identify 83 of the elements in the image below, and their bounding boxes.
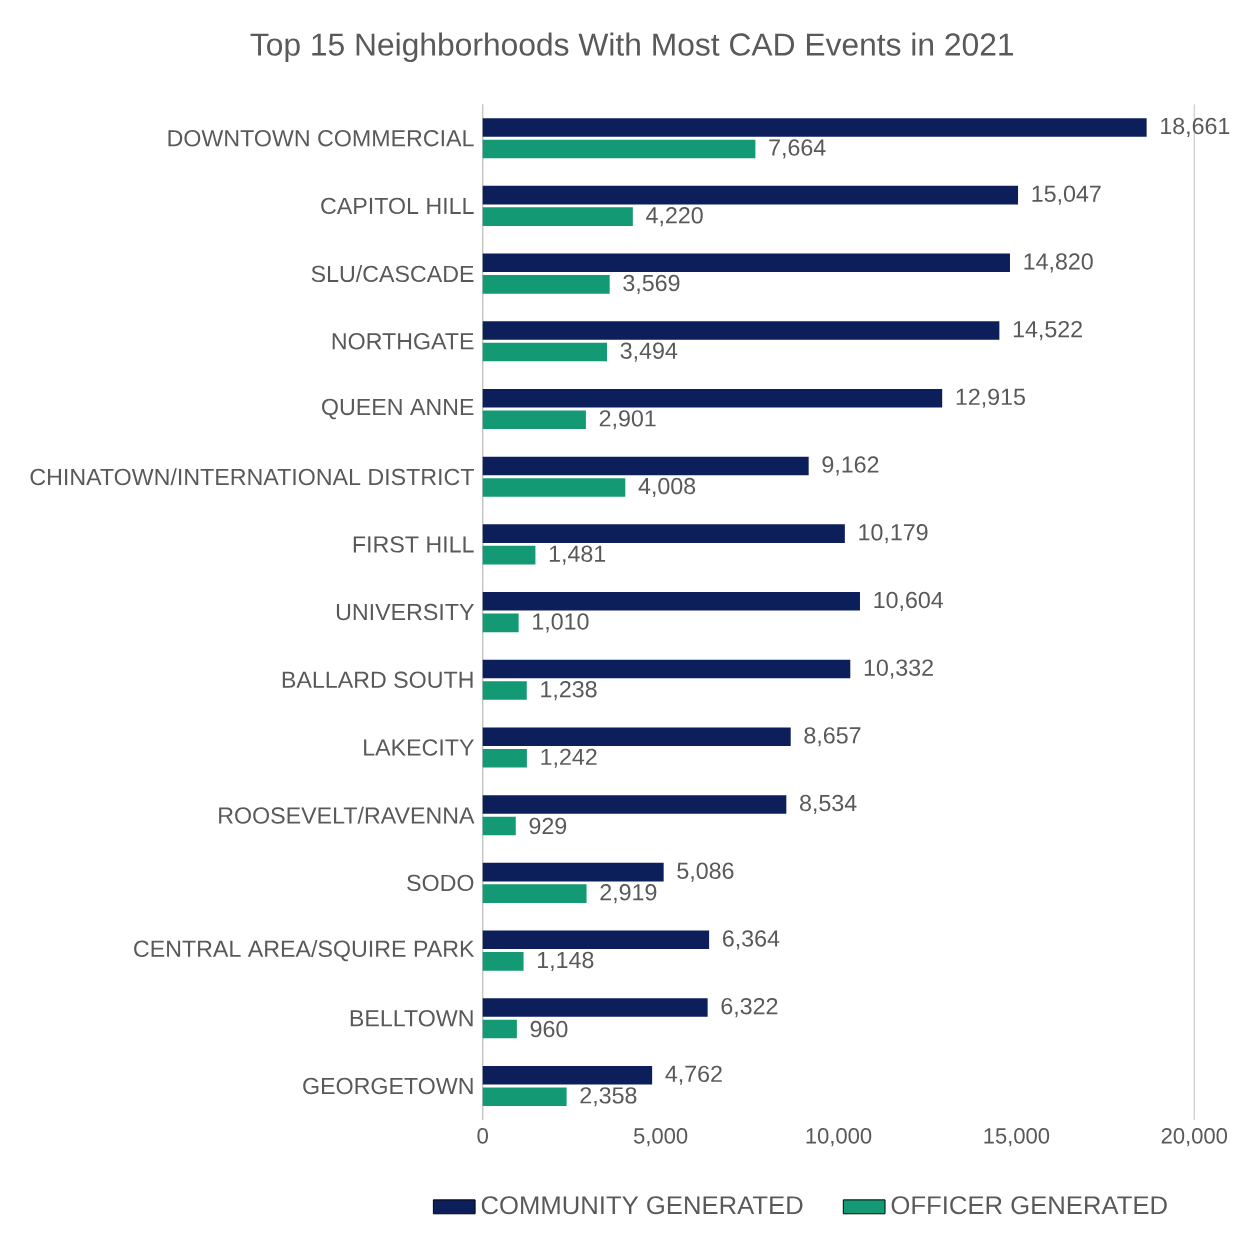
- y-tick-label: DOWNTOWN COMMERCIAL: [168, 130, 474, 147]
- data-label: 6,322: [721, 998, 778, 1018]
- x-tick-label: 20,000: [1161, 1128, 1228, 1147]
- data-label: 4,008: [638, 478, 696, 498]
- bar: [482, 478, 626, 497]
- bar: [482, 1019, 517, 1039]
- bar: [482, 681, 527, 701]
- data-label: 14,820: [1024, 253, 1093, 273]
- bar: [482, 275, 610, 294]
- data-label: 15,047: [1032, 185, 1101, 205]
- y-tick-label: FIRST HILL: [353, 536, 474, 553]
- data-label: 14,522: [1013, 321, 1082, 341]
- data-label: 1,238: [541, 681, 597, 701]
- bar: [482, 863, 664, 882]
- data-label: 10,179: [859, 524, 928, 544]
- data-label: 8,657: [804, 727, 861, 747]
- bar: [482, 613, 519, 633]
- bar: [482, 321, 1000, 341]
- data-label: 1,148: [538, 951, 594, 972]
- y-tick-label: SODO: [407, 874, 474, 892]
- bar: [482, 546, 536, 565]
- bar: [482, 456, 809, 476]
- data-label: 3,569: [623, 274, 680, 295]
- x-tick-label: 10,000: [806, 1128, 872, 1147]
- bar: [482, 389, 943, 408]
- bar: [482, 207, 633, 227]
- bar: [482, 118, 1147, 137]
- data-label: 3,494: [620, 342, 678, 362]
- data-label: 10,604: [874, 591, 944, 612]
- bar: [482, 342, 608, 362]
- y-tick-label: UNIVERSITY: [336, 604, 474, 621]
- data-label: 1,242: [541, 748, 597, 769]
- bar: [482, 816, 516, 836]
- chart-title: Top 15 Neighborhoods With Most CAD Events in 2021: [250, 32, 1014, 63]
- data-label: 1,010: [533, 613, 589, 633]
- legend-label: OFFICER GENERATED: [891, 1196, 1167, 1215]
- x-tick-label: 0: [477, 1128, 488, 1144]
- bar: [482, 592, 860, 611]
- data-label: 10,332: [864, 659, 933, 679]
- data-label: 4,762: [665, 1065, 722, 1086]
- bar: [482, 998, 708, 1018]
- data-label: 929: [529, 817, 567, 835]
- bar: [482, 749, 527, 768]
- y-tick-label: BALLARD SOUTH: [282, 671, 473, 689]
- bar: [482, 253, 1010, 273]
- bar: [482, 1087, 567, 1107]
- data-label: 9,162: [822, 456, 879, 476]
- data-label: 4,220: [646, 207, 703, 227]
- bar: [482, 659, 851, 679]
- data-label: 6,364: [723, 930, 780, 950]
- data-label: 960: [530, 1021, 568, 1038]
- x-tick-label: 5,000: [633, 1128, 688, 1147]
- bar: [482, 930, 710, 950]
- bar: [482, 727, 791, 747]
- y-tick-label: CHINATOWN/INTERNATIONAL DISTRICT: [30, 468, 474, 486]
- bar: [482, 952, 524, 971]
- data-label: 12,915: [956, 388, 1025, 409]
- y-tick-label: CENTRAL AREA/SQUIRE PARK: [134, 940, 475, 962]
- bar: [482, 884, 587, 904]
- bar: [482, 186, 1019, 205]
- data-label: 2,901: [599, 410, 656, 430]
- y-tick-label: ROOSEVELT/RAVENNA: [219, 806, 475, 824]
- data-label: 7,664: [769, 139, 826, 159]
- y-tick-label: GEORGETOWN: [303, 1077, 473, 1095]
- data-label: 18,661: [1161, 118, 1230, 138]
- y-tick-label: BELLTOWN: [350, 1010, 473, 1027]
- data-label: 2,919: [600, 884, 657, 904]
- y-tick-label: QUEEN ANNE: [322, 398, 474, 420]
- bar: [482, 795, 787, 814]
- y-tick-label: CAPITOL HILL: [321, 197, 474, 215]
- bar: [482, 524, 845, 544]
- y-tick-label: NORTHGATE: [332, 333, 474, 350]
- x-tick-label: 15,000: [984, 1128, 1050, 1147]
- data-label: 8,534: [800, 795, 857, 815]
- data-label: 2,358: [580, 1087, 637, 1107]
- legend-label: COMMUNITY GENERATED: [481, 1196, 803, 1215]
- data-label: 1,481: [549, 545, 606, 565]
- y-tick-label: LAKECITY: [364, 739, 474, 756]
- data-label: 5,086: [677, 862, 734, 882]
- bar: [482, 1066, 653, 1085]
- bar: [482, 139, 756, 159]
- bar: [482, 410, 586, 430]
- y-tick-label: SLU/CASCADE: [311, 265, 474, 283]
